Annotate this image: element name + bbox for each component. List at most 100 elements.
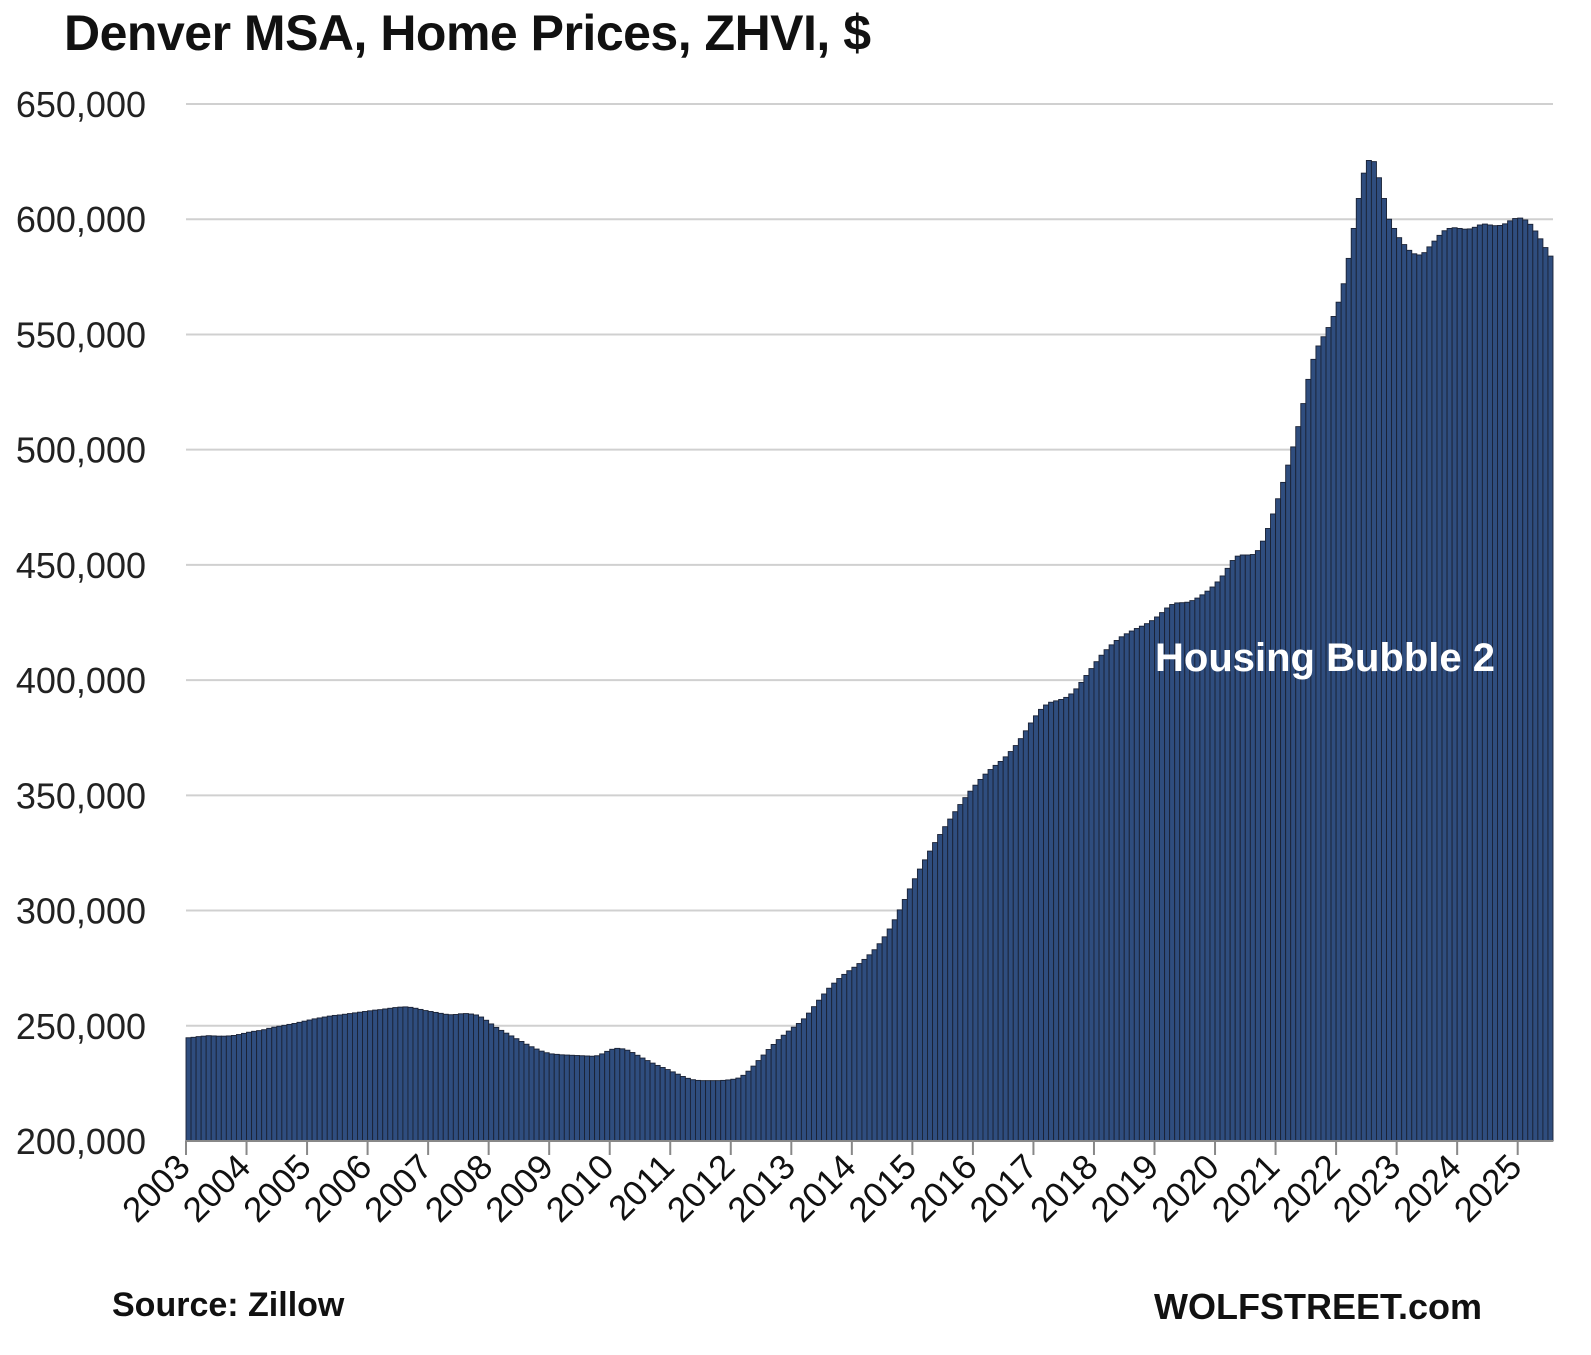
bar [291,1023,298,1142]
x-tick-label: 2020 [1144,1147,1227,1230]
bar [684,1077,691,1142]
bar [599,1053,606,1142]
source-credit: Source: Zillow [112,1286,345,1324]
bar [1436,234,1443,1142]
bar [316,1017,323,1142]
bar [1189,600,1196,1142]
bar [589,1055,596,1142]
bar [1320,336,1327,1142]
bar [1290,446,1297,1142]
bar [1476,224,1483,1142]
bar [1426,246,1433,1142]
bar [1032,715,1039,1142]
bar [992,764,999,1142]
bar [1088,668,1095,1142]
bar [579,1055,585,1142]
bar [397,1006,404,1142]
bar [1078,681,1085,1142]
bar [1138,625,1145,1142]
bar [1128,630,1135,1142]
bar [770,1043,777,1142]
bar [321,1016,328,1142]
bar [200,1035,207,1142]
bar [1068,693,1075,1142]
bar [185,1037,192,1142]
bar [795,1023,802,1142]
bar [1174,602,1181,1142]
bar [1002,756,1009,1142]
bar [1421,252,1428,1142]
bar [412,1007,419,1142]
bar [1416,254,1423,1142]
bar [927,850,934,1142]
bar [1547,255,1554,1142]
bar [1300,403,1307,1142]
bar [876,943,883,1142]
bar [1123,633,1130,1142]
bar [785,1030,792,1142]
bar [261,1029,268,1142]
bar [215,1035,222,1142]
bar [210,1035,217,1142]
brand-credit: WOLFSTREET.com [1154,1286,1483,1327]
bar [447,1014,454,1142]
bar [1058,699,1065,1142]
bar [523,1043,530,1142]
y-axis-tick-labels: 200,000 250,000 300,000 350,000 400,000 450,0… [16,84,146,1162]
bar [251,1030,258,1142]
bar [452,1014,459,1142]
bar [281,1024,288,1142]
bar [533,1048,540,1142]
bar [705,1080,712,1142]
x-tick-label: 2022 [1265,1147,1348,1230]
bar [715,1080,722,1142]
bar [1345,257,1352,1142]
x-tick-label: 2007 [357,1147,440,1230]
bar [639,1057,646,1142]
bar [1350,227,1357,1142]
bar [1083,675,1090,1142]
bar [604,1050,611,1142]
y-tick-label: 250,000 [16,1006,146,1047]
bar [190,1036,197,1142]
bar [891,919,898,1142]
x-tick-label: 2012 [660,1147,743,1230]
bar [866,954,873,1142]
bar [230,1035,237,1142]
bar [816,999,823,1142]
bar [1108,644,1115,1142]
bar [906,888,913,1142]
bar [301,1020,308,1142]
bar [861,958,868,1142]
bar [594,1055,601,1142]
y-tick-label: 350,000 [16,775,146,816]
bar [367,1010,374,1142]
bar [609,1048,616,1142]
bar [235,1034,242,1142]
bar [1396,237,1403,1142]
chart-title: Denver MSA, Home Prices, ZHVI, $ [64,5,871,61]
bar [1532,230,1539,1142]
bar [246,1031,253,1142]
y-tick-label: 300,000 [16,891,146,932]
bar [266,1027,273,1142]
bar [468,1013,474,1142]
bar [346,1013,353,1142]
x-tick-label: 2023 [1326,1147,1409,1230]
bar [1512,218,1519,1142]
bar [846,970,853,1142]
bar [1098,654,1105,1142]
bar [407,1006,414,1142]
bar [1149,620,1155,1142]
y-tick-label: 600,000 [16,199,146,240]
bar [241,1032,247,1142]
bar [528,1046,535,1142]
bar [417,1008,424,1142]
x-tick-label: 2016 [902,1147,985,1230]
bar [1542,247,1549,1142]
y-tick-label: 450,000 [16,545,146,586]
y-tick-label: 550,000 [16,314,146,355]
bar [1507,220,1514,1142]
bar [1456,227,1463,1142]
